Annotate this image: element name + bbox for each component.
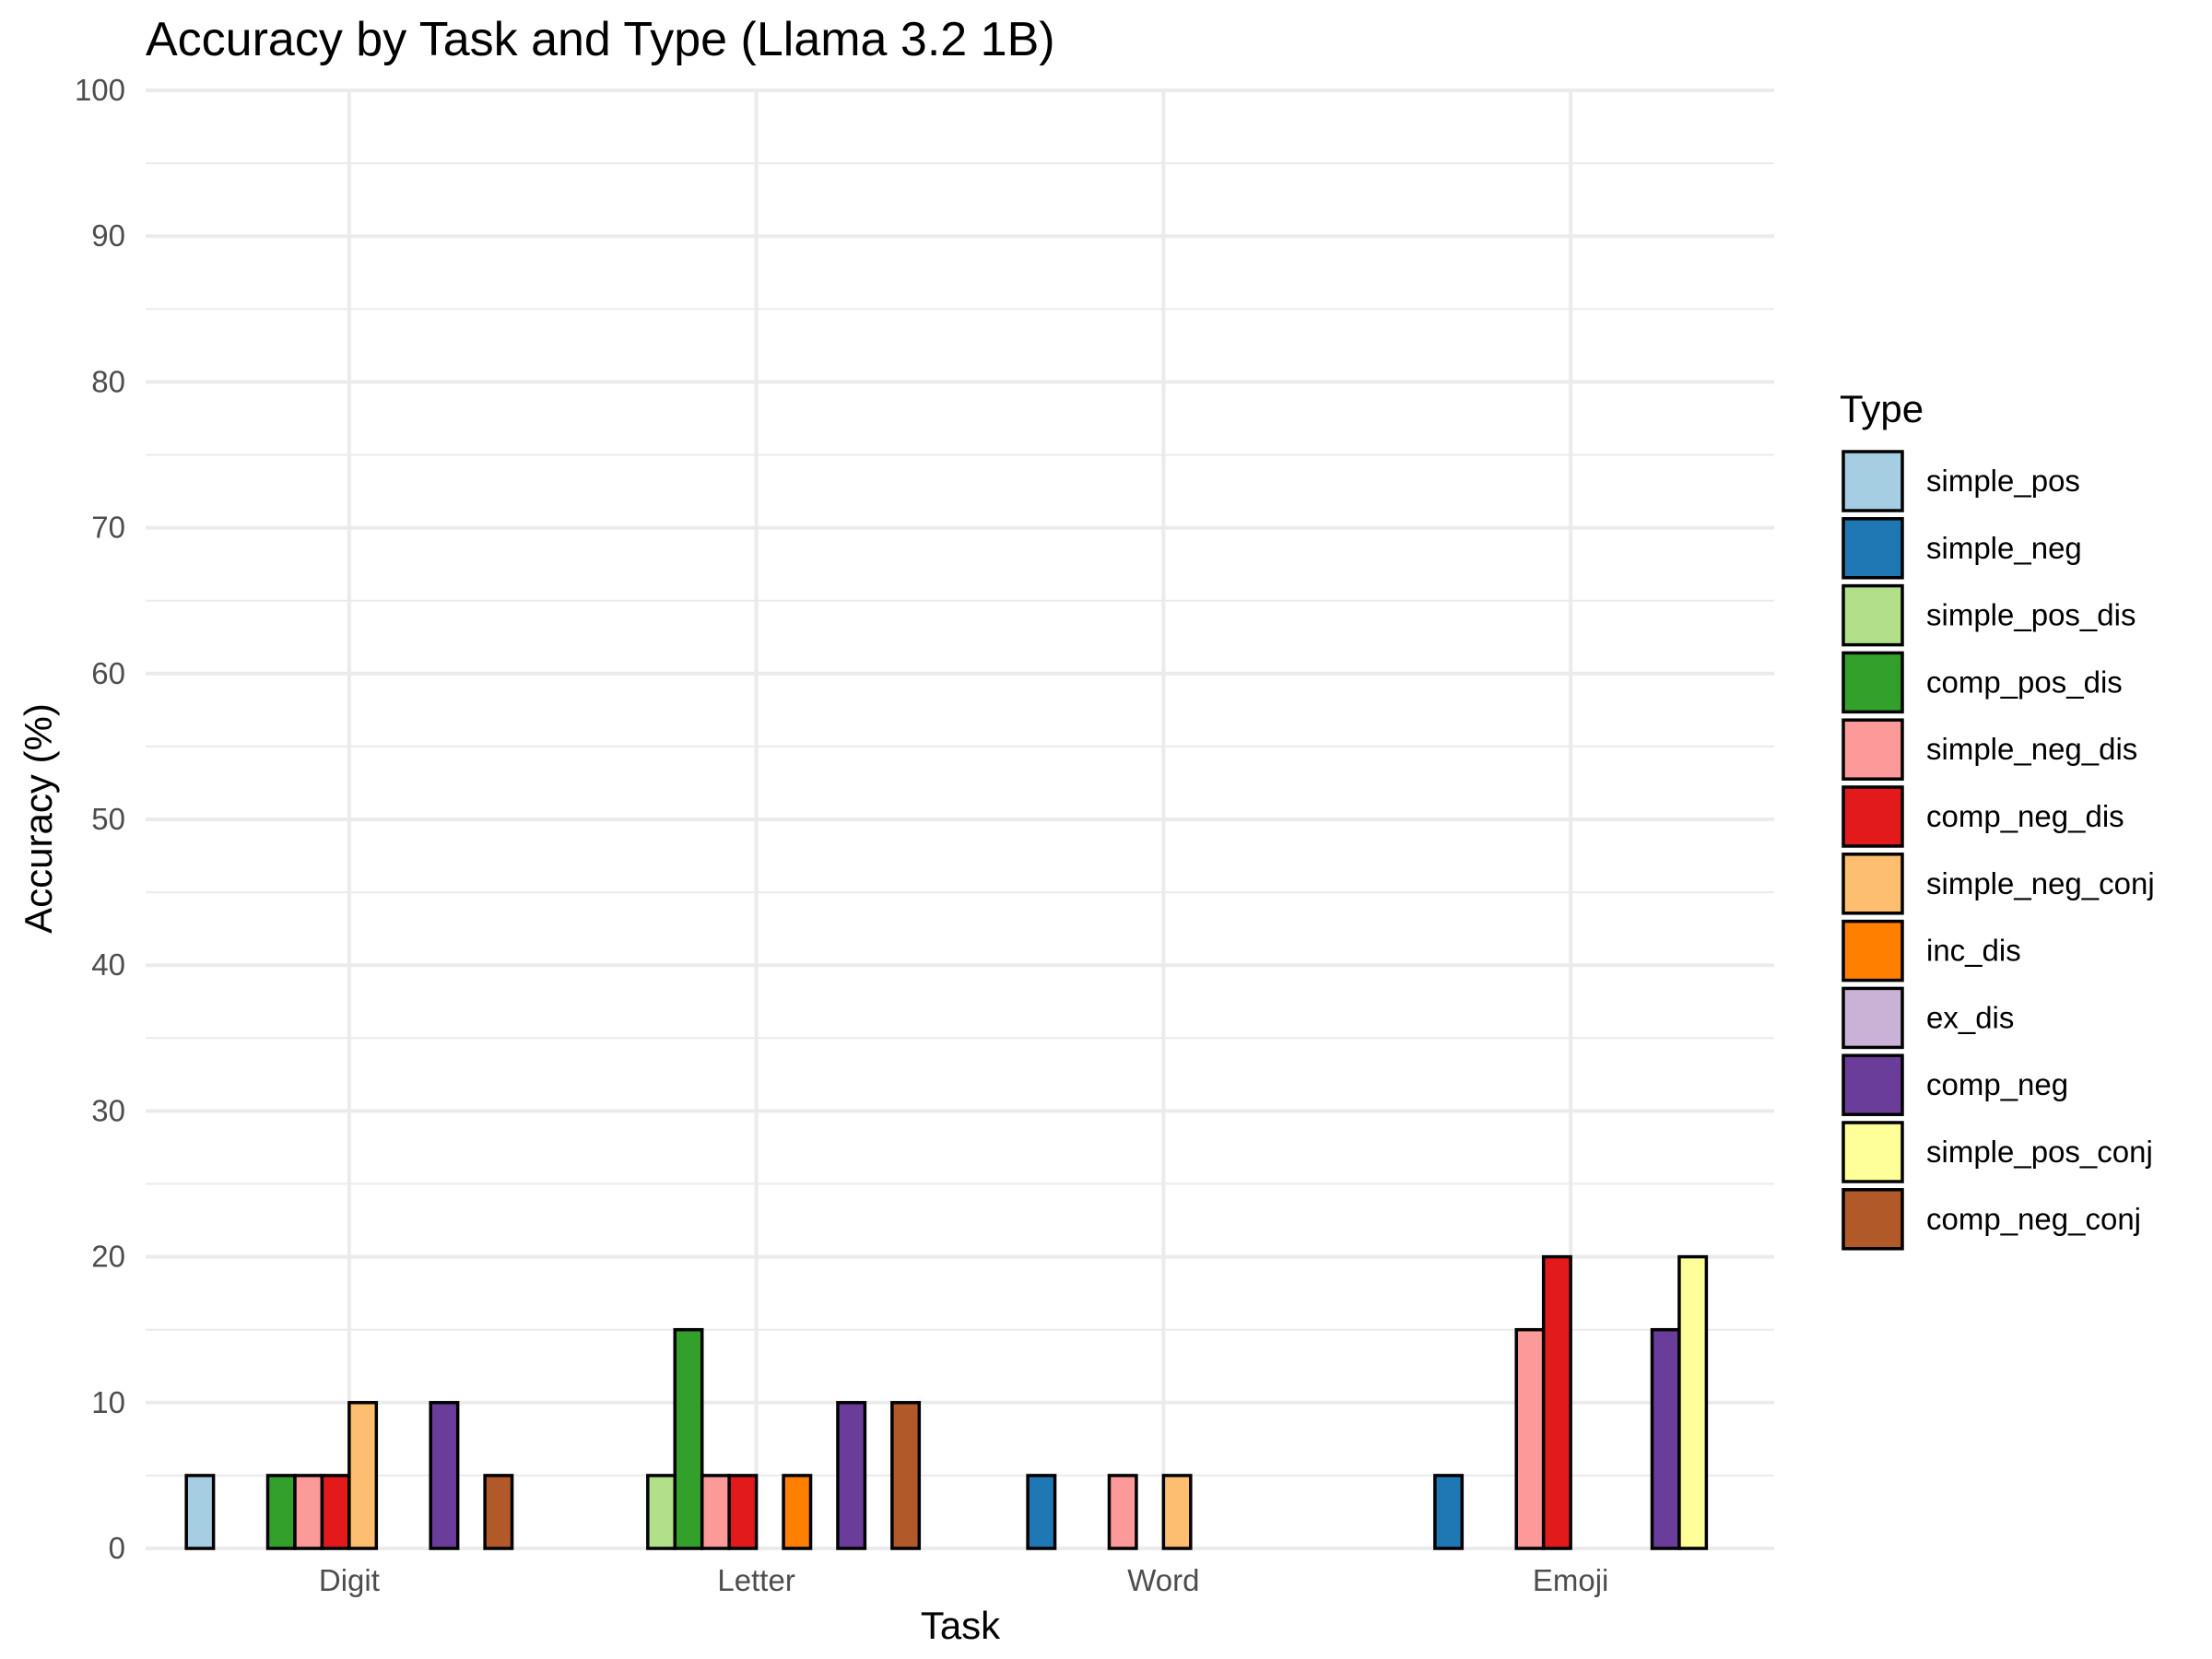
y-tick-label: 60	[91, 656, 125, 690]
bar-letter-inc_dis	[782, 1474, 813, 1550]
legend-key-ex_dis	[1841, 986, 1904, 1050]
x-tick-label: Letter	[717, 1563, 794, 1597]
legend-label-simple_neg: simple_neg	[1926, 531, 2082, 565]
legend-label-simple_pos: simple_pos	[1926, 464, 2080, 498]
bar-digit-simple_pos	[184, 1474, 216, 1550]
legend-key-comp_neg_conj	[1841, 1188, 1904, 1251]
legend-title: Type	[1840, 387, 1924, 430]
x-axis-ticks: Digit Letter Word Emoji	[319, 1563, 1609, 1597]
bar-letter-comp_pos_dis	[673, 1327, 704, 1550]
legend-label-comp_neg_conj: comp_neg_conj	[1926, 1202, 2141, 1236]
legend-key-simple_neg	[1841, 517, 1904, 580]
y-tick-label: 90	[91, 218, 125, 253]
bar-emoji-simple_neg	[1433, 1474, 1465, 1550]
legend-label-simple_pos_dis: simple_pos_dis	[1926, 598, 2136, 632]
legend-label-simple_pos_conj: simple_pos_conj	[1926, 1135, 2153, 1169]
x-tick-label: Digit	[319, 1563, 380, 1597]
bars	[184, 1254, 1709, 1550]
bar-letter-comp_neg	[836, 1401, 867, 1550]
x-axis-title: Task	[921, 1604, 1001, 1647]
legend: Type simple_pos simple_neg simple_pos_disc…	[1840, 387, 2155, 1251]
bar-letter-simple_pos_dis	[646, 1474, 677, 1550]
legend-label-inc_dis: inc_dis	[1926, 934, 2021, 968]
legend-key-simple_pos	[1841, 450, 1904, 512]
bar-digit-comp_neg_conj	[483, 1474, 514, 1550]
bar-letter-comp_neg_dis	[727, 1474, 759, 1550]
y-tick-label: 20	[91, 1240, 125, 1274]
y-tick-label: 80	[91, 364, 125, 398]
y-tick-label: 0	[109, 1531, 125, 1565]
bar-emoji-comp_neg	[1650, 1327, 1681, 1550]
legend-key-simple_pos_conj	[1841, 1121, 1904, 1183]
y-axis-title: Accuracy (%)	[17, 703, 60, 934]
bar-digit-comp_neg	[429, 1401, 460, 1550]
bar-emoji-comp_neg_dis	[1541, 1254, 1572, 1550]
y-axis-ticks: 0 10 20 30 40 50 60 70 80 90 100	[75, 73, 125, 1565]
bar-word-simple_neg_dis	[1107, 1474, 1138, 1550]
x-tick-label: Word	[1127, 1563, 1199, 1597]
legend-label-ex_dis: ex_dis	[1926, 1000, 2014, 1034]
legend-label-simple_neg_conj: simple_neg_conj	[1926, 866, 2155, 900]
legend-label-comp_pos_dis: comp_pos_dis	[1926, 665, 2123, 699]
bar-digit-simple_neg_conj	[347, 1401, 379, 1550]
legend-key-comp_neg_dis	[1841, 785, 1904, 848]
legend-key-comp_pos_dis	[1841, 651, 1904, 714]
bar-word-simple_neg_conj	[1161, 1474, 1193, 1550]
chart-title: Accuracy by Task and Type (Llama 3.2 1B)	[146, 13, 1055, 66]
y-tick-label: 10	[91, 1385, 125, 1419]
bar-letter-simple_neg_dis	[700, 1474, 731, 1550]
legend-label-comp_neg_dis: comp_neg_dis	[1926, 799, 2124, 833]
legend-key-simple_neg_conj	[1841, 853, 1904, 915]
bar-emoji-simple_neg_dis	[1514, 1327, 1546, 1550]
legend-label-comp_neg: comp_neg	[1926, 1067, 2068, 1101]
legend-key-comp_neg	[1841, 1053, 1904, 1116]
y-tick-label: 30	[91, 1093, 125, 1127]
y-tick-label: 100	[75, 73, 125, 107]
bar-letter-comp_neg_conj	[890, 1401, 922, 1550]
y-tick-label: 50	[91, 802, 125, 836]
bar-digit-comp_neg_dis	[320, 1474, 351, 1550]
y-tick-label: 40	[91, 947, 125, 982]
x-tick-label: Emoji	[1533, 1563, 1609, 1597]
legend-label-simple_neg_dis: simple_neg_dis	[1926, 732, 2137, 766]
legend-key-simple_neg_dis	[1841, 718, 1904, 781]
bar-digit-simple_neg_dis	[293, 1474, 324, 1550]
bar-word-simple_neg	[1026, 1474, 1057, 1550]
bar-digit-comp_pos_dis	[265, 1474, 297, 1550]
legend-key-inc_dis	[1841, 919, 1904, 982]
bar-emoji-simple_pos_conj	[1677, 1254, 1709, 1550]
y-tick-label: 70	[91, 511, 125, 545]
grid	[146, 88, 1774, 1550]
legend-key-simple_pos_dis	[1841, 583, 1904, 647]
